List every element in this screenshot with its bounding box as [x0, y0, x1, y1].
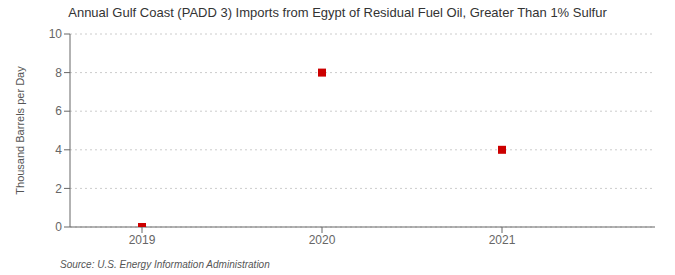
svg-text:4: 4 — [55, 143, 62, 157]
svg-text:2020: 2020 — [309, 233, 336, 247]
svg-text:8: 8 — [55, 66, 62, 80]
svg-text:2021: 2021 — [489, 233, 516, 247]
svg-text:2019: 2019 — [129, 233, 156, 247]
svg-text:10: 10 — [49, 27, 63, 41]
svg-text:2: 2 — [55, 182, 62, 196]
html-text:Source: U.S. Energy Informatio: Source: U.S. Energy Information Administ… — [60, 259, 270, 270]
html-text:Annual Gulf Coast (PADD 3) Imp: Annual Gulf Coast (PADD 3) Imports from … — [68, 5, 607, 20]
svg-text:0: 0 — [55, 220, 62, 234]
svg-text:6: 6 — [55, 104, 62, 118]
svg-text:Thousand Barrels per Day: Thousand Barrels per Day — [14, 66, 26, 195]
